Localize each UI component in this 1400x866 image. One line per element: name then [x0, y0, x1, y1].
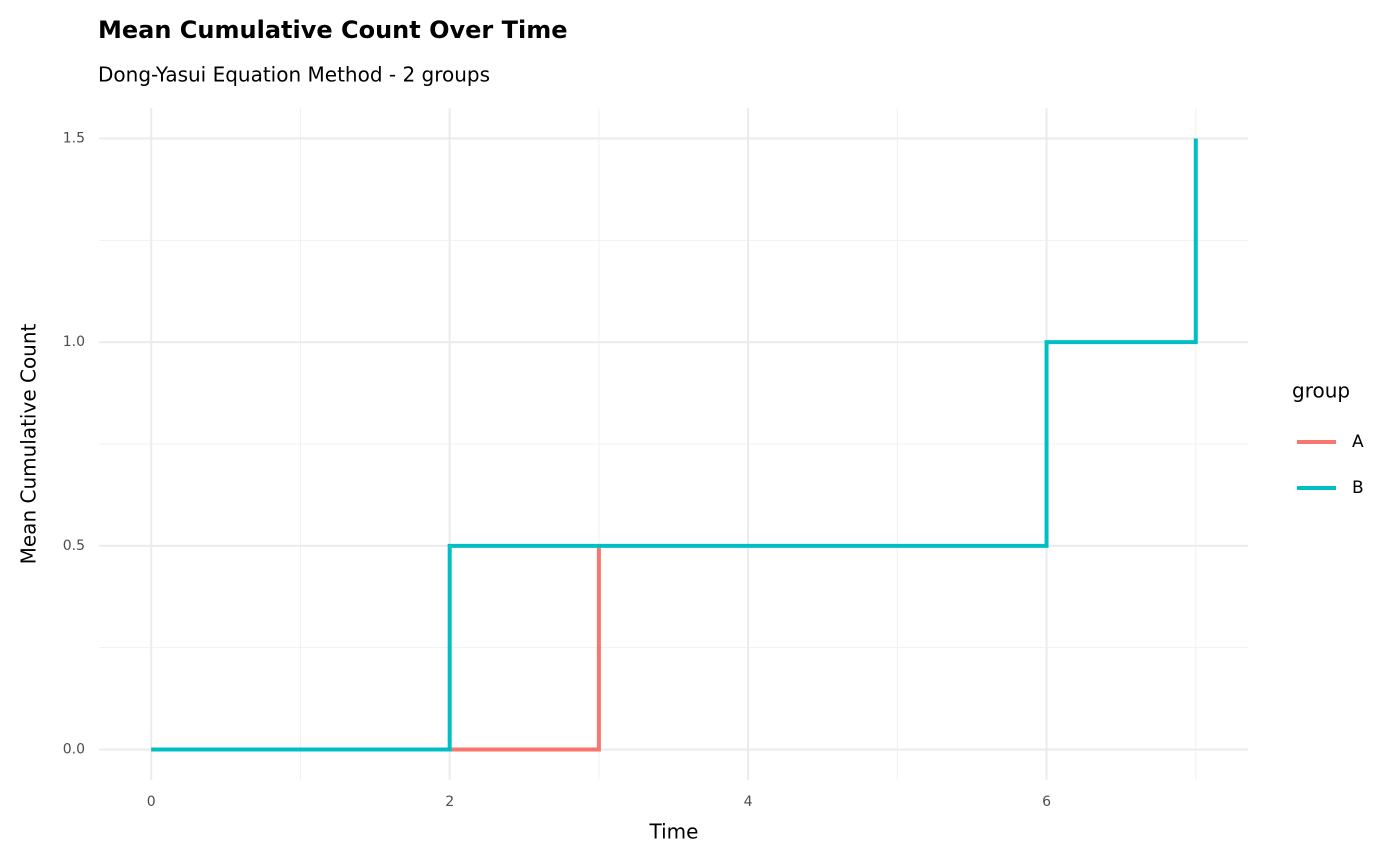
y-axis-title: Mean Cumulative Count — [17, 323, 41, 564]
x-axis-title: Time — [649, 820, 699, 844]
x-tick-label: 6 — [1042, 794, 1051, 810]
chart-title: Mean Cumulative Count Over Time — [98, 16, 568, 44]
legend-label: A — [1352, 432, 1364, 452]
x-tick-label: 2 — [445, 794, 454, 810]
x-tick-label: 4 — [744, 794, 753, 810]
y-tick-label: 1.5 — [63, 131, 85, 147]
legend-title: group — [1292, 379, 1350, 403]
legend-label: B — [1352, 478, 1364, 498]
step-line — [151, 138, 1198, 752]
x-tick-label: 0 — [147, 794, 156, 810]
y-tick-label: 1.0 — [63, 334, 85, 350]
y-tick-label: 0.5 — [63, 538, 85, 554]
y-tick-label: 0.0 — [63, 741, 85, 757]
chart-subtitle: Dong-Yasui Equation Method - 2 groups — [98, 63, 490, 87]
